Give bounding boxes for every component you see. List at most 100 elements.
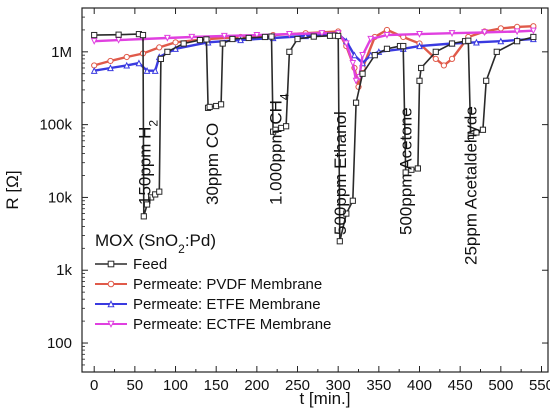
data-point [310, 33, 317, 40]
legend-item: Permeate: PVDF Membrane [95, 276, 322, 293]
data-point [416, 77, 423, 84]
data-point [343, 210, 350, 217]
data-point [367, 35, 375, 43]
data-point [143, 67, 151, 74]
x-tick-label: 300 [326, 377, 351, 394]
gas-annotation: 150ppm H2 [136, 120, 161, 205]
data-point [351, 51, 358, 59]
data-point [156, 188, 163, 195]
y-tick-label: 100k [39, 117, 72, 134]
data-point [336, 238, 343, 245]
data-point [349, 60, 357, 67]
data-point [206, 103, 213, 111]
data-point [497, 37, 505, 45]
y-tick-label: 1M [51, 44, 72, 61]
data-point [352, 99, 360, 106]
data-point [283, 123, 290, 130]
data-point [188, 33, 196, 41]
data-point [414, 165, 421, 172]
data-point [219, 40, 226, 47]
data-point [513, 28, 521, 36]
y-axis-title: R [Ω] [3, 170, 22, 209]
data-point [286, 48, 293, 55]
gas-annotation: 1.000ppm CH4 [267, 93, 292, 205]
data-point [448, 30, 456, 37]
data-point [229, 35, 236, 43]
data-point [473, 129, 480, 136]
data-point [156, 44, 163, 51]
data-point [432, 48, 439, 55]
legend-label: Permeate: ECTFE Membrane [133, 316, 331, 333]
legend-label: Permeate: PVDF Membrane [133, 276, 322, 293]
data-point [448, 55, 456, 62]
data-point [400, 42, 407, 50]
series-layer [90, 23, 537, 245]
gas-annotation: 30ppm CO [203, 123, 222, 205]
data-point [529, 27, 537, 35]
data-point [383, 31, 391, 39]
data-point [115, 31, 122, 38]
x-axis-title: t [min.] [299, 389, 350, 408]
data-point [342, 40, 350, 48]
data-point [245, 34, 252, 42]
data-point [163, 34, 171, 42]
data-point [107, 300, 115, 308]
x-tick-label: 400 [407, 377, 432, 394]
series-0 [91, 31, 537, 245]
data-point [157, 55, 164, 62]
legend: MOX (SnO2:Pd)Feed Permeate: PVDF Membrane… [95, 231, 331, 333]
data-point [352, 77, 360, 85]
data-point [143, 201, 151, 208]
x-tick-label: 0 [90, 377, 98, 394]
y-tick-label: 10k [48, 189, 73, 206]
x-tick-label: 500 [488, 377, 513, 394]
legend-item: Permeate: ETFE Membrane [95, 296, 321, 313]
x-tick-label: 50 [127, 377, 144, 394]
data-point [285, 31, 293, 38]
data-point [349, 197, 356, 204]
data-point [481, 29, 488, 37]
data-point [416, 31, 423, 38]
data-point [261, 33, 269, 41]
gas-annotation: 25ppm Acetaldehyde [462, 106, 481, 265]
data-point [107, 280, 115, 288]
gas-annotations: 150ppm H2 30ppm CO 1.000ppm CH4 500ppm Etha… [136, 93, 481, 265]
data-point [268, 33, 275, 40]
data-point [164, 48, 171, 55]
data-point [135, 59, 143, 67]
data-point [448, 40, 456, 47]
y-tick-label: 100 [47, 335, 72, 352]
data-point [107, 57, 114, 65]
data-point [107, 320, 115, 328]
data-point [359, 70, 366, 77]
data-point [220, 32, 228, 40]
series-line [94, 33, 534, 242]
data-point [473, 38, 480, 46]
gas-annotation: 500ppm Acetone [397, 107, 416, 235]
legend-item: Permeate: ECTFE Membrane [95, 316, 331, 333]
data-point [123, 53, 130, 61]
x-tick-label: 250 [285, 377, 310, 394]
x-tick-label: 100 [163, 377, 188, 394]
data-point [432, 55, 439, 62]
x-tick-label: 150 [204, 377, 229, 394]
data-point [107, 64, 114, 72]
legend-item: Feed [95, 256, 167, 273]
data-point [91, 31, 98, 39]
data-point [467, 132, 474, 140]
data-point [418, 64, 425, 72]
x-axis: 0 50 100 150 200 250 300 350 400 450 500 550 [90, 8, 550, 394]
data-point [253, 31, 261, 39]
legend-label: Permeate: ETFE Membrane [133, 296, 321, 313]
plot-frame [81, 7, 549, 373]
data-point [196, 36, 204, 44]
data-point [140, 213, 147, 220]
data-point [371, 52, 378, 59]
data-point [90, 67, 98, 74]
data-point [493, 48, 500, 55]
data-point [294, 35, 301, 43]
data-point [383, 45, 391, 52]
